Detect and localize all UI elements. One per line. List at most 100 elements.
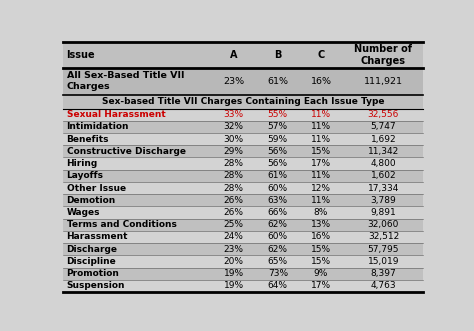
Text: 11,342: 11,342	[368, 147, 399, 156]
Text: 15%: 15%	[311, 245, 331, 254]
Text: 17,334: 17,334	[368, 184, 399, 193]
Text: Number of
Charges: Number of Charges	[355, 44, 412, 66]
Text: All Sex-Based Title VII
Charges: All Sex-Based Title VII Charges	[66, 71, 184, 91]
Text: 33%: 33%	[224, 110, 244, 119]
Text: 9%: 9%	[314, 269, 328, 278]
Text: 8,397: 8,397	[371, 269, 396, 278]
Text: 8%: 8%	[314, 208, 328, 217]
Bar	[63, 219, 423, 231]
Text: Wages: Wages	[66, 208, 100, 217]
Text: 32,512: 32,512	[368, 232, 399, 242]
Bar	[63, 255, 423, 267]
Text: 28%: 28%	[224, 159, 244, 168]
Bar	[63, 280, 423, 292]
Text: 13%: 13%	[311, 220, 331, 229]
Text: Sex-based Title VII Charges Containing Each Issue Type: Sex-based Title VII Charges Containing E…	[102, 97, 384, 106]
Text: 65%: 65%	[268, 257, 288, 266]
Text: 15,019: 15,019	[368, 257, 399, 266]
Text: 57%: 57%	[268, 122, 288, 131]
Text: 28%: 28%	[224, 184, 244, 193]
Text: 11%: 11%	[311, 110, 331, 119]
Text: B: B	[274, 50, 282, 60]
Text: 64%: 64%	[268, 281, 288, 290]
Text: 62%: 62%	[268, 245, 288, 254]
Text: Benefits: Benefits	[66, 135, 109, 144]
Text: 16%: 16%	[311, 232, 331, 242]
Bar	[63, 231, 423, 243]
Text: Intimidation: Intimidation	[66, 122, 129, 131]
Text: 11%: 11%	[311, 196, 331, 205]
Text: 23%: 23%	[224, 245, 244, 254]
Text: 61%: 61%	[268, 171, 288, 180]
Bar	[63, 42, 423, 68]
Text: 55%: 55%	[268, 110, 288, 119]
Text: 66%: 66%	[268, 208, 288, 217]
Bar	[63, 145, 423, 158]
Bar	[63, 267, 423, 280]
Bar	[63, 68, 423, 95]
Text: 23%: 23%	[223, 77, 244, 86]
Text: 56%: 56%	[268, 159, 288, 168]
Text: Hiring: Hiring	[66, 159, 98, 168]
Text: 24%: 24%	[224, 232, 244, 242]
Bar	[63, 121, 423, 133]
Text: 16%: 16%	[310, 77, 331, 86]
Text: 26%: 26%	[224, 196, 244, 205]
Text: 15%: 15%	[311, 257, 331, 266]
Bar	[63, 95, 423, 109]
Text: 30%: 30%	[224, 135, 244, 144]
Text: 28%: 28%	[224, 171, 244, 180]
Text: 59%: 59%	[268, 135, 288, 144]
Text: 60%: 60%	[268, 232, 288, 242]
Text: 17%: 17%	[311, 159, 331, 168]
Text: 57,795: 57,795	[368, 245, 399, 254]
Text: Suspension: Suspension	[66, 281, 125, 290]
Bar	[63, 158, 423, 170]
Text: 56%: 56%	[268, 147, 288, 156]
Text: 4,800: 4,800	[371, 159, 396, 168]
Text: Other Issue: Other Issue	[66, 184, 126, 193]
Text: 111,921: 111,921	[364, 77, 403, 86]
Text: 32,060: 32,060	[368, 220, 399, 229]
Text: 17%: 17%	[311, 281, 331, 290]
Text: Layoffs: Layoffs	[66, 171, 104, 180]
Text: Demotion: Demotion	[66, 196, 116, 205]
Text: 1,602: 1,602	[371, 171, 396, 180]
Text: 19%: 19%	[224, 281, 244, 290]
Text: 4,763: 4,763	[371, 281, 396, 290]
Bar	[63, 133, 423, 145]
Text: 32,556: 32,556	[368, 110, 399, 119]
Bar	[63, 170, 423, 182]
Bar	[63, 207, 423, 219]
Text: 60%: 60%	[268, 184, 288, 193]
Text: 15%: 15%	[311, 147, 331, 156]
Text: 20%: 20%	[224, 257, 244, 266]
Bar	[63, 182, 423, 194]
Text: 11%: 11%	[311, 171, 331, 180]
Text: 5,747: 5,747	[371, 122, 396, 131]
Text: A: A	[230, 50, 237, 60]
Text: 3,789: 3,789	[371, 196, 396, 205]
Text: Harassment: Harassment	[66, 232, 128, 242]
Text: Discipline: Discipline	[66, 257, 116, 266]
Text: 11%: 11%	[311, 122, 331, 131]
Text: Terms and Conditions: Terms and Conditions	[66, 220, 176, 229]
Text: Constructive Discharge: Constructive Discharge	[66, 147, 186, 156]
Bar	[63, 243, 423, 255]
Text: Promotion: Promotion	[66, 269, 119, 278]
Text: 61%: 61%	[267, 77, 288, 86]
Text: C: C	[318, 50, 325, 60]
Bar	[63, 109, 423, 121]
Text: 11%: 11%	[311, 135, 331, 144]
Text: Sexual Harassment: Sexual Harassment	[66, 110, 165, 119]
Text: 73%: 73%	[268, 269, 288, 278]
Text: 63%: 63%	[268, 196, 288, 205]
Text: 29%: 29%	[224, 147, 244, 156]
Text: 9,891: 9,891	[371, 208, 396, 217]
Text: 62%: 62%	[268, 220, 288, 229]
Text: 32%: 32%	[224, 122, 244, 131]
Text: 25%: 25%	[224, 220, 244, 229]
Text: Issue: Issue	[66, 50, 95, 60]
Text: 1,692: 1,692	[371, 135, 396, 144]
Text: Discharge: Discharge	[66, 245, 118, 254]
